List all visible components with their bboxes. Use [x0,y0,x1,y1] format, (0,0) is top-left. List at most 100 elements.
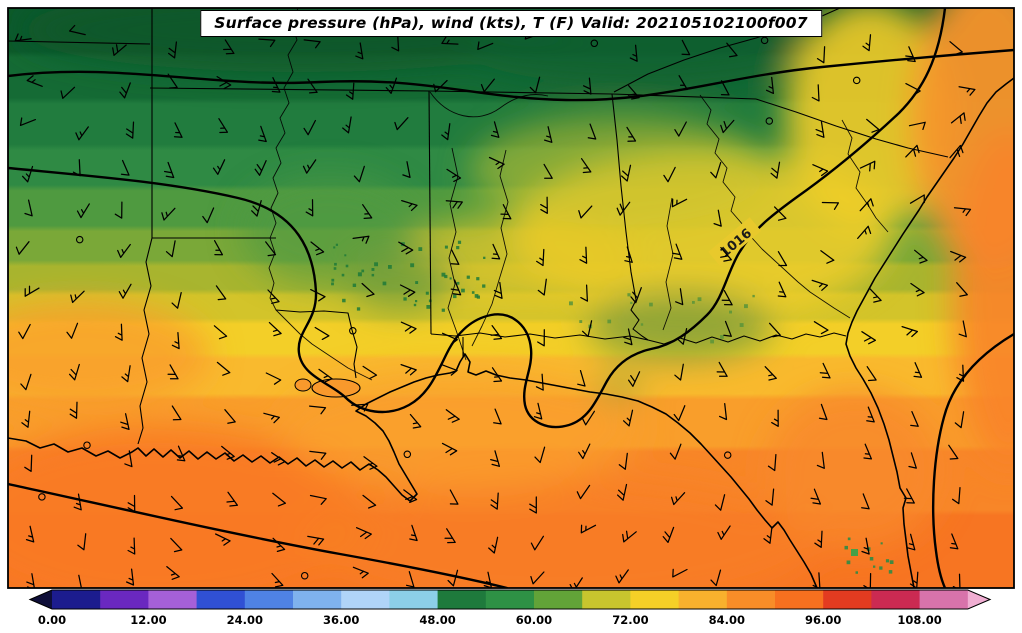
colorbar-segment [485,590,535,609]
wind-barb [629,44,638,62]
wind-barb [405,571,415,588]
wind-barb [671,198,688,208]
temperature-speckle [846,560,851,565]
wind-barb [534,446,546,464]
wind-barb [576,484,591,500]
wind-barb [166,565,180,580]
temperature-speckle [415,300,418,303]
station-circle [349,327,357,335]
wind-barb [710,569,722,587]
wind-barb [910,410,919,427]
wind-barb [953,207,972,217]
map-area: 1016 [8,8,1014,588]
temperature-speckle [855,571,858,574]
colorbar-tick: 12.00 [130,613,166,627]
wind-barb [303,119,317,136]
temperature-speckle [627,293,631,297]
state-border-path [428,90,432,335]
colorbar-segment [919,590,969,609]
wind-barb [543,163,553,179]
wind-barb [76,203,90,219]
wind-barb [385,77,398,94]
wind-barb [500,204,512,220]
temperature-speckle [692,301,695,304]
station-circle [723,451,732,459]
wind-barb [444,528,456,544]
wind-barb [345,82,355,100]
wind-barb [267,289,280,304]
temperature-speckle [444,245,448,249]
wind-barb [913,362,923,378]
temperature-speckle [456,281,460,285]
wind-barb [580,524,597,534]
wind-barb [21,410,31,428]
temperature-speckle [640,323,644,326]
wind-barb [490,121,500,138]
wind-barb [310,288,326,302]
wind-barb [490,492,499,510]
wind-barb [905,46,916,63]
colorbar-segment [582,590,631,609]
wind-barb [910,282,925,297]
temperature-speckle [413,303,417,307]
wind-barb [351,403,369,412]
station-circle [403,450,412,459]
wind-barb [622,530,637,543]
wind-barb [480,78,495,93]
wind-barb [615,569,629,584]
wind-barb [908,452,917,469]
wind-barb [307,535,325,546]
wind-barb [777,251,788,267]
station-circle [75,235,84,244]
wind-barb [258,38,276,48]
wind-barb [903,488,915,504]
wind-barb [314,326,330,341]
temperature-speckle [444,274,448,279]
wind-barb [630,287,642,304]
gulf-coastline [8,353,818,588]
wind-barb [271,77,281,93]
wind-barb [75,126,89,141]
wind-barb [818,403,828,421]
wind-barb [271,452,286,466]
temperature-speckle [333,267,337,270]
temperature-speckle [474,294,479,298]
temperature-speckle [466,275,470,279]
wind-barb [310,241,325,256]
temperature-speckle [697,297,702,302]
colorbar-tick: 48.00 [419,613,455,627]
station-circle [83,441,91,449]
wind-barb [352,235,370,244]
pressure-contour-gulf [8,482,509,588]
temperature-speckle [410,263,415,268]
wind-barb [355,527,372,540]
wind-barb [958,86,976,96]
wind-barb [623,328,633,346]
temperature-speckle [371,268,375,271]
temperature-speckle [873,565,876,568]
wind-barb [763,526,773,544]
wind-barb [271,572,284,588]
wind-barb [163,161,175,179]
colorbar-segment [100,590,149,609]
wind-barb [202,207,215,224]
wind-barb [905,82,921,96]
colorbar-over-arrow [967,590,990,609]
temperature-speckle [331,278,335,282]
temperature-speckle [333,246,336,249]
wind-barb [265,241,277,257]
colorbar-segment [823,590,872,609]
temperature-speckle [453,294,457,299]
wind-barb [409,413,422,429]
wind-barb [948,444,959,460]
wind-barb [815,120,825,138]
colorbar-segment [389,590,438,609]
wind-barb [127,537,136,555]
wind-barb [165,240,176,258]
colorbar-segment [775,590,824,609]
wind-barb [812,572,821,588]
wind-barb [956,282,968,297]
wind-barb [581,320,593,338]
wind-barb [716,361,728,377]
wind-barb [490,450,501,467]
